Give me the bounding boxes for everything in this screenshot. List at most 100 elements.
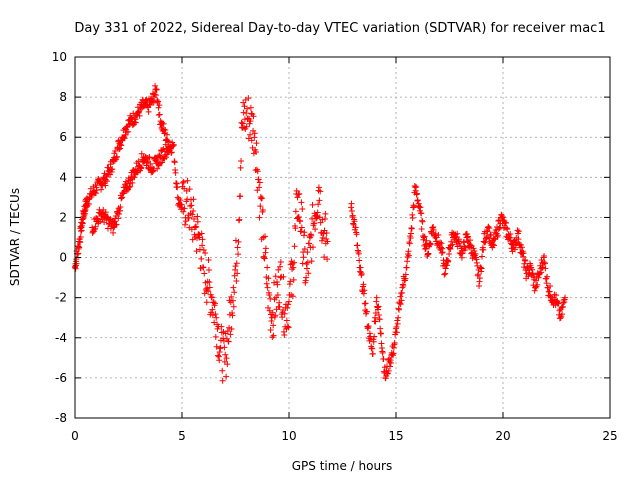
data-point xyxy=(74,251,81,258)
data-point xyxy=(156,102,163,109)
data-point xyxy=(502,220,509,227)
data-point xyxy=(205,256,212,263)
data-point xyxy=(263,280,270,287)
data-point xyxy=(239,120,246,127)
data-point xyxy=(213,343,220,350)
data-point xyxy=(348,207,355,214)
data-point xyxy=(246,120,253,127)
data-point xyxy=(153,86,160,93)
data-point xyxy=(132,119,139,126)
data-point xyxy=(235,238,242,245)
data-point xyxy=(275,266,282,273)
data-point xyxy=(291,259,298,266)
y-tick-label: 8 xyxy=(59,90,67,104)
data-point xyxy=(164,137,171,144)
data-point xyxy=(181,205,188,212)
data-point xyxy=(152,92,159,99)
data-point xyxy=(376,316,383,323)
data-point xyxy=(228,293,235,300)
data-point xyxy=(269,334,276,341)
data-point xyxy=(116,146,123,153)
data-point xyxy=(464,230,471,237)
data-point xyxy=(79,220,86,227)
data-point xyxy=(409,214,416,221)
data-point xyxy=(198,255,205,262)
data-point xyxy=(123,187,130,194)
data-point xyxy=(290,276,297,283)
data-point xyxy=(462,244,469,251)
data-point xyxy=(470,245,477,252)
data-point xyxy=(73,260,80,267)
data-point xyxy=(324,238,331,245)
data-point xyxy=(397,301,404,308)
data-point xyxy=(403,264,410,271)
data-point xyxy=(398,289,405,296)
data-point xyxy=(556,307,563,314)
data-point xyxy=(445,257,452,264)
data-point xyxy=(138,164,145,171)
data-point xyxy=(200,247,207,254)
data-point xyxy=(112,222,119,229)
data-point xyxy=(529,271,536,278)
data-point xyxy=(308,258,315,265)
data-point xyxy=(234,270,241,277)
data-point xyxy=(125,128,132,135)
data-point xyxy=(231,289,238,296)
data-point xyxy=(414,197,421,204)
data-point xyxy=(479,253,486,260)
data-point xyxy=(244,105,251,112)
data-point xyxy=(151,91,158,98)
data-point xyxy=(464,233,471,240)
data-point xyxy=(253,166,260,173)
data-point xyxy=(532,284,539,291)
data-point xyxy=(400,282,407,289)
data-point xyxy=(284,304,291,311)
data-point xyxy=(166,144,173,151)
data-point xyxy=(546,288,553,295)
data-point xyxy=(369,350,376,357)
data-point xyxy=(199,236,206,243)
y-tick-label: 4 xyxy=(59,170,67,184)
data-point xyxy=(520,250,527,257)
data-point xyxy=(210,299,217,306)
data-point xyxy=(518,244,525,251)
data-point xyxy=(174,184,181,191)
data-point xyxy=(276,304,283,311)
data-point xyxy=(425,250,432,257)
chart-title: Day 331 of 2022, Sidereal Day-to-day VTE… xyxy=(74,21,605,36)
data-point xyxy=(511,246,518,253)
data-point xyxy=(205,267,212,274)
data-point xyxy=(303,274,310,281)
data-point xyxy=(292,225,299,232)
data-point xyxy=(240,109,247,116)
data-point xyxy=(442,270,449,277)
data-point xyxy=(113,153,120,160)
data-point xyxy=(538,269,545,276)
data-point xyxy=(102,209,109,216)
data-point xyxy=(216,357,223,364)
y-tick-label: 10 xyxy=(52,50,67,64)
data-point xyxy=(146,154,153,161)
data-point xyxy=(394,320,401,327)
data-point xyxy=(237,164,244,171)
data-point xyxy=(113,221,120,228)
data-point xyxy=(209,306,216,313)
data-point xyxy=(507,231,514,238)
data-point xyxy=(138,150,145,157)
data-point xyxy=(515,228,522,235)
data-point xyxy=(160,120,167,127)
data-point xyxy=(371,333,378,340)
x-tick-label: 0 xyxy=(71,429,79,443)
data-point xyxy=(156,111,163,118)
data-point xyxy=(92,190,99,197)
data-point xyxy=(164,131,171,138)
y-tick-label: -4 xyxy=(55,331,67,345)
data-point xyxy=(277,258,284,265)
data-point xyxy=(223,373,230,380)
data-point xyxy=(288,266,295,273)
data-point xyxy=(221,344,228,351)
data-point xyxy=(315,201,322,208)
data-point xyxy=(218,323,225,330)
data-point xyxy=(205,288,212,295)
